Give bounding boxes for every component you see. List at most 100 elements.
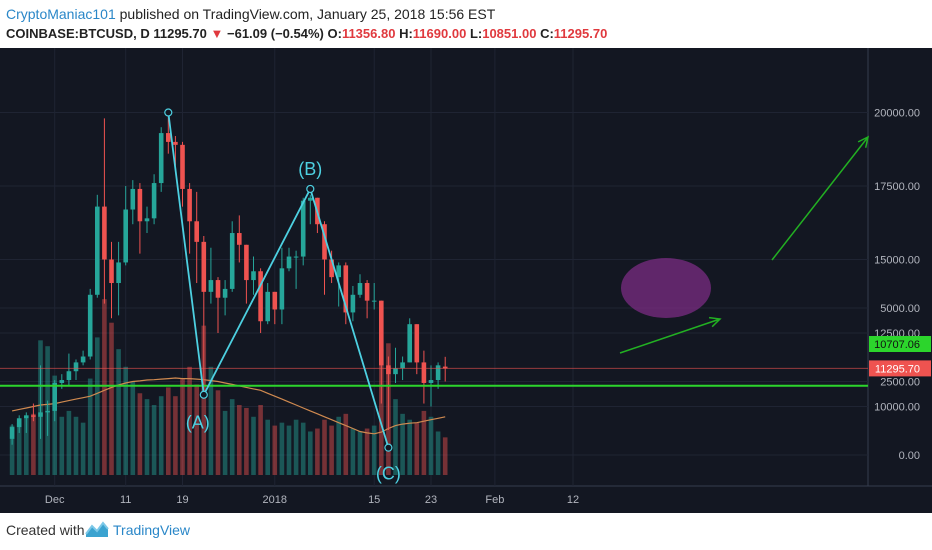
author-link[interactable]: CryptoManiac101 xyxy=(6,6,116,22)
candle xyxy=(244,244,249,304)
volume-bar xyxy=(24,418,29,475)
volume-bar xyxy=(166,387,171,475)
candle-body xyxy=(194,221,199,242)
volume-bar xyxy=(393,399,398,475)
time-axis-labels: Dec 11 19 2018 15 23 Feb 12 xyxy=(45,494,579,506)
volume-moving-average xyxy=(11,377,446,435)
candle-body xyxy=(80,356,86,363)
publish-text: published on TradingView.com, January 25… xyxy=(119,6,496,22)
candle-body xyxy=(151,183,157,219)
symbol-label: COINBASE:BTCUSD, D xyxy=(6,26,150,41)
candle-body xyxy=(95,206,100,295)
candle-body xyxy=(435,365,441,381)
volume-bar xyxy=(251,416,256,475)
candles xyxy=(9,115,448,445)
candle xyxy=(357,274,363,298)
candle-body xyxy=(428,380,434,383)
candle-body xyxy=(16,418,22,428)
candle-body xyxy=(251,271,256,281)
volume-bar xyxy=(208,366,214,475)
chart-background xyxy=(0,48,932,513)
candle-body xyxy=(371,300,377,302)
time-tick-label: 12 xyxy=(567,494,579,506)
candle-body xyxy=(322,224,327,260)
candle xyxy=(151,174,157,225)
volume-bar xyxy=(237,405,242,475)
candle-body xyxy=(208,280,214,292)
volume-bar xyxy=(336,416,341,475)
volume-bar xyxy=(59,416,65,475)
volume-tick-label: 0.00 xyxy=(899,450,920,462)
close-value: 11295.70 xyxy=(553,26,608,41)
chart-header: CryptoManiac101 published on TradingView… xyxy=(0,0,932,48)
volume-bar xyxy=(442,437,448,475)
candle-body xyxy=(293,256,299,258)
volume-bar xyxy=(102,299,107,475)
candle-body xyxy=(45,410,50,413)
volume-bar xyxy=(421,410,427,475)
time-tick-label: 2018 xyxy=(263,494,287,506)
candle-body xyxy=(87,294,93,357)
candle xyxy=(38,365,43,439)
candle-body xyxy=(222,288,228,298)
price-chart[interactable]: (A)(B)(C)25000.0022500.0020000.0017500.0… xyxy=(0,48,932,513)
price-tag-box xyxy=(869,336,931,352)
candle xyxy=(31,403,36,422)
candle-body xyxy=(229,233,235,289)
volume-bar xyxy=(215,390,221,475)
high-label: H: xyxy=(399,26,413,41)
candle-body xyxy=(52,382,57,411)
candle-body xyxy=(343,265,349,313)
candle xyxy=(258,268,263,333)
candle xyxy=(24,412,29,433)
volume-bar xyxy=(279,422,285,475)
tradingview-brand[interactable]: TradingView xyxy=(113,522,191,538)
volume-bar xyxy=(286,425,292,475)
volume-tick-label: 2500.00 xyxy=(880,377,920,389)
candle-body xyxy=(244,244,249,281)
volume-bar xyxy=(407,419,412,475)
candle-body xyxy=(237,233,242,245)
tradingview-logo-icon[interactable] xyxy=(84,519,110,541)
candle xyxy=(272,291,278,325)
volume-bar xyxy=(73,416,79,475)
candle-body xyxy=(130,188,136,210)
up-arrow-short xyxy=(619,316,722,354)
candle xyxy=(229,221,235,292)
candle xyxy=(364,280,370,319)
volume-bar xyxy=(258,405,263,475)
candle-body xyxy=(38,412,43,417)
candle xyxy=(73,359,79,381)
price-change: −61.09 (−0.54%) xyxy=(227,26,324,41)
candle-body xyxy=(144,218,150,222)
candle-body xyxy=(421,362,427,383)
volume-bar xyxy=(329,425,334,475)
time-tick-label: 19 xyxy=(176,494,188,506)
wave-path xyxy=(167,112,390,448)
candle-body xyxy=(123,209,128,263)
volume-bar xyxy=(343,413,349,475)
ohlc-legend: COINBASE:BTCUSD, D 11295.70 ▼ −61.09 (−0… xyxy=(6,26,607,41)
candle xyxy=(300,197,306,266)
volume-bar xyxy=(272,425,278,475)
candle xyxy=(158,127,164,192)
volume-bar xyxy=(265,419,270,475)
wave-label: (A) xyxy=(186,413,210,433)
volume-bar xyxy=(435,431,441,475)
candle-body xyxy=(158,133,164,184)
candle-body xyxy=(265,291,270,322)
candle xyxy=(187,183,192,254)
candle-body xyxy=(336,265,341,278)
candle xyxy=(194,191,199,284)
volume-bar xyxy=(137,393,143,475)
open-value: 11356.80 xyxy=(341,26,396,41)
candle-body xyxy=(116,262,121,284)
candle xyxy=(102,118,107,304)
candle-body xyxy=(59,380,65,383)
candle-body xyxy=(102,206,107,260)
volume-bar xyxy=(31,413,36,475)
wave-point xyxy=(306,184,315,194)
candle xyxy=(215,277,221,333)
candle xyxy=(293,250,299,289)
volume-bar xyxy=(9,425,15,475)
